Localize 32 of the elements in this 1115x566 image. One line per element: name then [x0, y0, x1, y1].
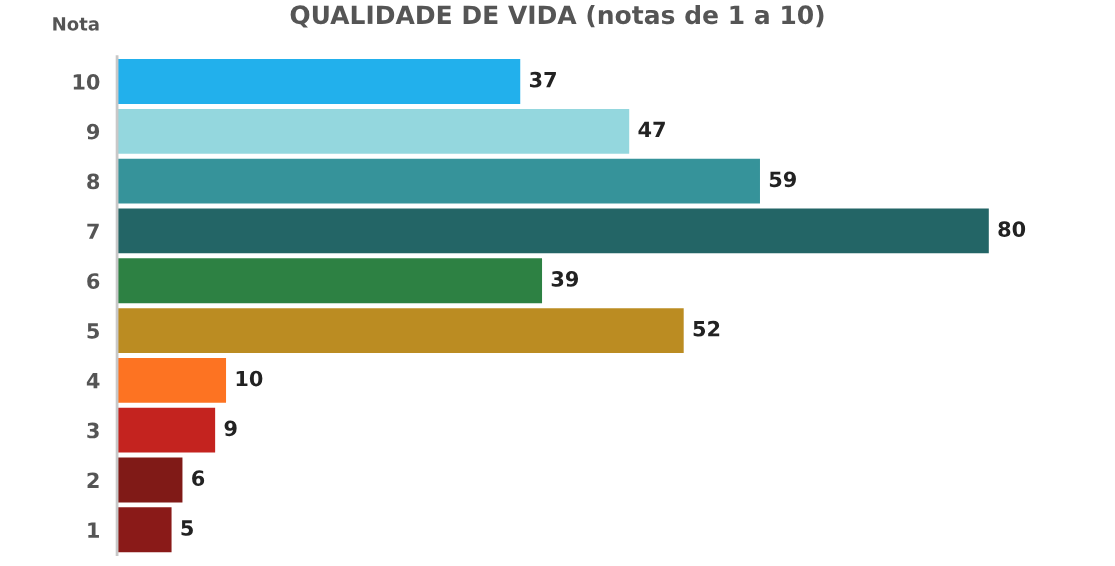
y-tick-label: 10	[73, 73, 100, 90]
data-label: 47	[638, 121, 665, 138]
y-tick-label: 1	[88, 522, 99, 538]
y-tick-label: 6	[87, 273, 100, 289]
bar	[117, 308, 684, 353]
data-label: 39	[551, 271, 579, 287]
y-tick-label: 4	[86, 373, 100, 389]
data-label: 37	[529, 71, 556, 88]
data-label: 59	[769, 171, 796, 188]
y-tick-label: 9	[86, 123, 100, 140]
bar	[117, 158, 760, 204]
bar	[117, 258, 543, 304]
bar	[117, 457, 183, 503]
data-label: 9	[224, 420, 237, 437]
data-label: 52	[693, 320, 720, 337]
y-tick-label: 8	[87, 173, 100, 190]
y-tick-label: 3	[87, 422, 99, 439]
bar	[117, 59, 521, 104]
bar	[117, 507, 172, 553]
y-tick-label: 5	[87, 323, 99, 339]
data-label: 80	[998, 221, 1026, 237]
y-tick-label: 2	[87, 472, 99, 488]
y-axis-title: Nota	[53, 17, 99, 31]
data-label: 5	[181, 520, 193, 536]
chart-title: QUALIDADE DE VIDA (notas de 1 a 10)	[290, 4, 824, 28]
bar	[117, 357, 227, 403]
y-tick-label: 7	[87, 223, 99, 239]
bar	[117, 108, 630, 154]
data-label: 6	[192, 470, 205, 487]
data-label: 10	[236, 370, 263, 387]
bar	[117, 407, 216, 453]
bar	[117, 208, 989, 254]
